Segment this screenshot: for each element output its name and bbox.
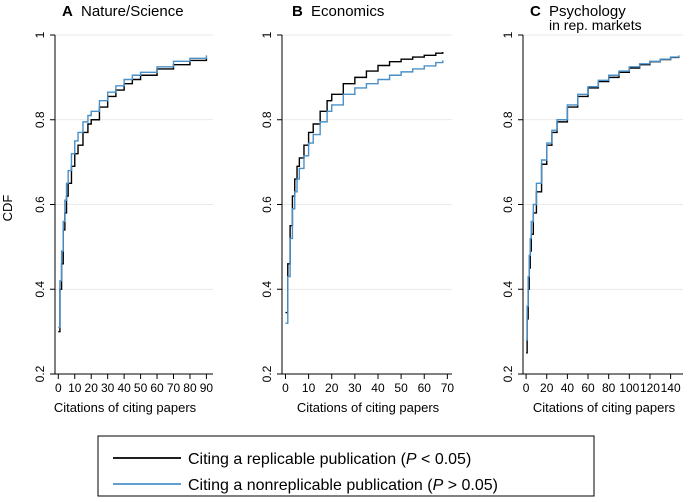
panel-c-x-tick-label: 120 — [640, 381, 660, 395]
panel-a: A Nature/Science Citations of citing pap… — [33, 3, 213, 415]
panel-a-xlabel: Citations of citing papers — [54, 400, 197, 415]
panel-b-x-tick-label: 10 — [302, 381, 316, 395]
panel-c-y-tick-label: 0.4 — [501, 281, 515, 298]
panel-c-y-tick-label: 1 — [501, 31, 515, 38]
panel-b-letter: B — [292, 3, 303, 20]
panel-a-y-tick-label: 0.8 — [33, 111, 47, 128]
panel-b-x-tick-label: 30 — [348, 381, 362, 395]
panel-c-x-tick-label: 100 — [619, 381, 639, 395]
panel-b-xlabel: Citations of citing papers — [297, 400, 440, 415]
panel-b-y-tick-label: 0.2 — [260, 365, 274, 382]
panel-a-x-tick-label: 80 — [183, 381, 197, 395]
panel-b-title: Economics — [311, 3, 384, 20]
panel-b-x-tick-label: 70 — [441, 381, 455, 395]
panel-b-x-tick-label: 0 — [282, 381, 289, 395]
panel-c-x-tick-label: 80 — [602, 381, 616, 395]
panel-c-xlabel: Citations of citing papers — [533, 400, 676, 415]
panel-a-x-tick-label: 50 — [134, 381, 148, 395]
panel-c-y-tick-label: 0.6 — [501, 196, 515, 213]
panel-c-title-line2: in rep. markets — [549, 17, 642, 33]
legend-box — [97, 435, 595, 497]
legend: Citing a replicable publication (P < 0.0… — [97, 435, 595, 497]
panel-a-y-tick-label: 1 — [33, 31, 47, 38]
panel-a-x-tick-label: 20 — [85, 381, 99, 395]
panel-a-x-tick-label: 90 — [200, 381, 214, 395]
panel-a-x-tick-label: 30 — [101, 381, 115, 395]
legend-label-nonreplicable: Citing a nonreplicable publication (P > … — [188, 477, 498, 494]
panel-b-x-tick-label: 60 — [418, 381, 432, 395]
panel-b-y-tick-label: 0.4 — [260, 281, 274, 298]
panel-b-y-tick-label: 0.8 — [260, 111, 274, 128]
panel-a-y-tick-label: 0.4 — [33, 281, 47, 298]
y-axis-label: CDF — [0, 195, 15, 222]
panel-a-x-tick-label: 0 — [55, 381, 62, 395]
panel-a-x-tick-label: 10 — [68, 381, 82, 395]
panel-c-replicable-line — [526, 56, 680, 354]
panel-b-replicable-line — [285, 51, 444, 314]
panel-a-replicable-line — [58, 58, 208, 333]
panel-c-title: Psychology — [549, 3, 626, 20]
legend-label-replicable: Citing a replicable publication (P < 0.0… — [188, 451, 471, 468]
panel-c-x-tick-label: 0 — [523, 381, 530, 395]
panel-b-x-tick-label: 40 — [371, 381, 385, 395]
panel-c-letter: C — [530, 3, 541, 20]
panel-b-y-tick-label: 1 — [260, 31, 274, 38]
panel-b-x-tick-label: 20 — [325, 381, 339, 395]
panel-a-x-tick-label: 40 — [117, 381, 131, 395]
panel-c-x-tick-label: 40 — [561, 381, 575, 395]
panel-a-title: Nature/Science — [81, 3, 184, 20]
panel-a-x-tick-label: 60 — [150, 381, 164, 395]
panel-c-nonreplicable-line — [526, 55, 680, 341]
panel-c-x-tick-label: 60 — [581, 381, 595, 395]
panel-a-y-tick-label: 0.2 — [33, 365, 47, 382]
panel-b-y-tick-label: 0.6 — [260, 196, 274, 213]
panel-b-x-tick-label: 50 — [394, 381, 408, 395]
panel-b: B Economics Citations of citing papers 0… — [260, 3, 454, 415]
panel-c: C Psychology in rep. markets Citations o… — [501, 3, 683, 415]
panel-a-letter: A — [62, 3, 73, 20]
panel-a-nonreplicable-line — [58, 55, 208, 329]
panel-b-nonreplicable-line — [285, 60, 444, 324]
panel-a-x-tick-label: 70 — [167, 381, 181, 395]
panel-a-y-tick-label: 0.6 — [33, 196, 47, 213]
panel-c-x-tick-label: 140 — [661, 381, 681, 395]
panel-c-x-tick-label: 20 — [540, 381, 554, 395]
panel-c-y-tick-label: 0.2 — [501, 365, 515, 382]
panel-c-y-tick-label: 0.8 — [501, 111, 515, 128]
